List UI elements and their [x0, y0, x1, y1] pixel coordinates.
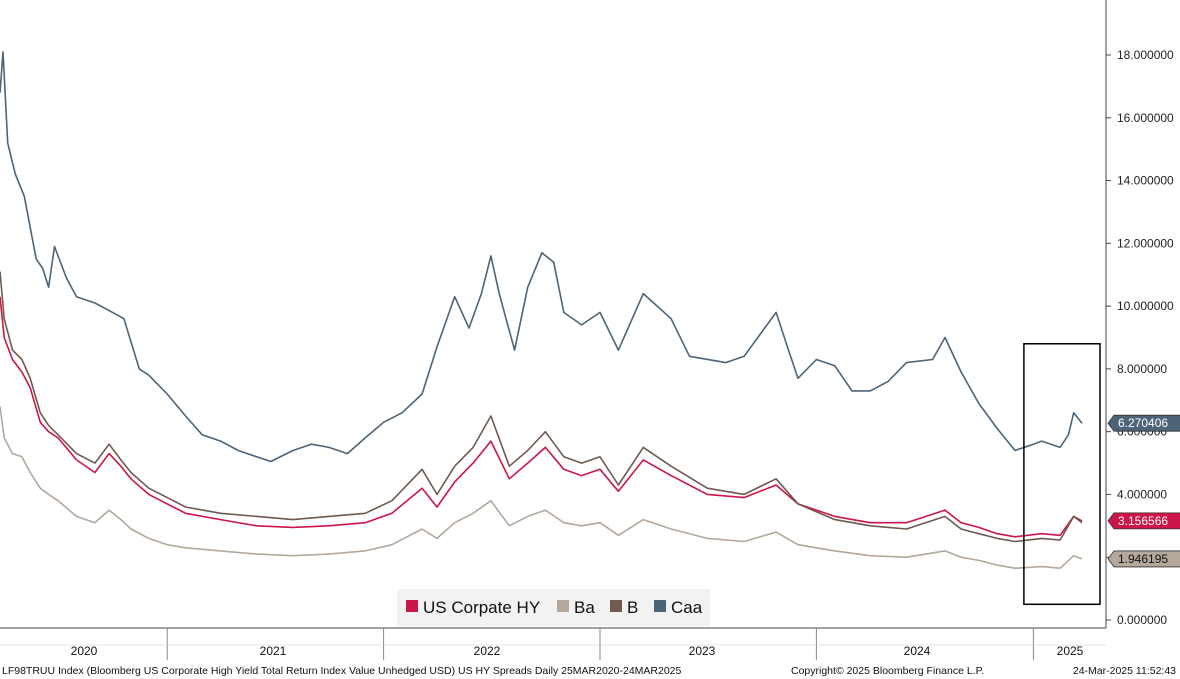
- last-value-tag: [1107, 512, 1180, 530]
- legend-label: Ba: [574, 598, 595, 617]
- series-lines: [0, 51, 1083, 569]
- series-line-caa: [0, 51, 1083, 463]
- footer-source: LF98TRUU Index (Bloomberg US Corporate H…: [2, 665, 682, 677]
- x-tick-label: 2023: [689, 644, 716, 658]
- legend-swatch: [557, 600, 569, 612]
- legend-label: Caa: [671, 598, 703, 617]
- x-axis: 2020 2021 2022 2023 2024 2025: [0, 627, 1106, 660]
- y-tick-label: 10.000000: [1117, 299, 1174, 313]
- x-tick-label: 2020: [71, 644, 98, 658]
- x-tick-label: 2021: [260, 644, 287, 658]
- last-value-ba: 1.946195: [1107, 550, 1180, 568]
- last-value-text: 6.270406: [1118, 416, 1168, 430]
- legend-label: US Corpate HY: [423, 598, 540, 617]
- x-tick-label: 2024: [904, 644, 931, 658]
- series-line-ba: [0, 406, 1083, 569]
- footer-copyright: Copyright© 2025 Bloomberg Finance L.P.: [791, 665, 984, 677]
- last-value-caa: 6.270406: [1107, 414, 1180, 432]
- last-value-text: 1.946195: [1118, 552, 1168, 566]
- last-value-tag: [1107, 550, 1180, 568]
- highlight-box: [1023, 343, 1101, 606]
- x-tick-label: 2022: [474, 644, 501, 658]
- y-tick-label: 14.000000: [1117, 174, 1174, 188]
- series-line-b: [0, 271, 1083, 543]
- legend-swatch: [610, 600, 622, 612]
- y-tick-label: 0.000000: [1117, 613, 1167, 627]
- footer: LF98TRUU Index (Bloomberg US Corporate H…: [2, 665, 1176, 677]
- x-tick-label: 2025: [1057, 644, 1084, 658]
- y-tick-label: 4.000000: [1117, 487, 1167, 501]
- y-axis: 0.0000002.0000004.0000006.0000008.000000…: [1105, 0, 1174, 628]
- y-tick-label: 8.000000: [1117, 362, 1167, 376]
- legend-item-ba: Ba: [557, 598, 595, 617]
- legend: US Corpate HY Ba B Caa: [397, 589, 710, 626]
- last-value-text: 3.156566: [1118, 514, 1168, 528]
- last-value-tag: [1107, 414, 1180, 432]
- y-tick-label: 16.000000: [1117, 111, 1174, 125]
- legend-item-b: B: [610, 598, 638, 617]
- footer-timestamp: 24-Mar-2025 11:52:43: [1073, 665, 1176, 677]
- last-value-labels: 3.156566 1.946195 6.270406: [1107, 414, 1180, 568]
- series-line-us-corpate-hy: [0, 296, 1083, 538]
- last-value-us-corpate-hy: 3.156566: [1107, 512, 1180, 530]
- highlight-rect: [1023, 343, 1101, 606]
- legend-item-us-corpate-hy: US Corpate HY: [406, 598, 540, 617]
- y-tick-label: 18.000000: [1117, 48, 1174, 62]
- legend-swatch: [654, 600, 666, 612]
- y-tick-label: 12.000000: [1117, 236, 1174, 250]
- legend-swatch: [406, 600, 418, 612]
- legend-item-caa: Caa: [654, 598, 703, 617]
- legend-label: B: [627, 598, 638, 617]
